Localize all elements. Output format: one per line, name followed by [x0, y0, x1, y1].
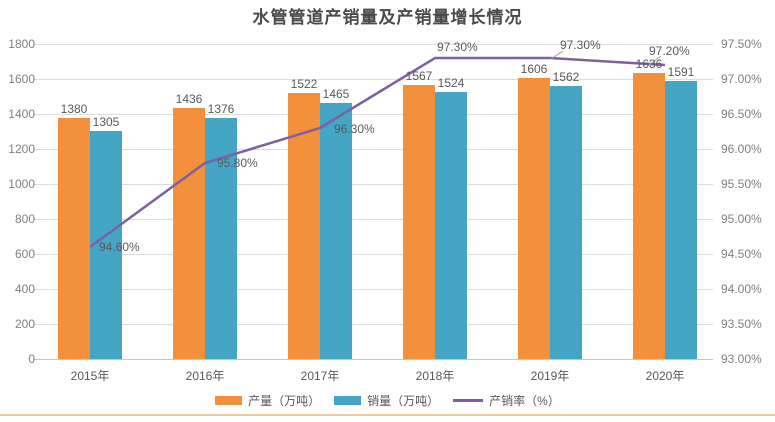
y-axis-tick-label: 1200 [8, 142, 35, 156]
legend-label: 产量（万吨） [248, 394, 321, 408]
y-axis-tick-label: 200 [14, 317, 35, 331]
sales-value-label: 1524 [437, 76, 465, 91]
x-axis-category-label: 2016年 [185, 369, 225, 383]
legend: 产量（万吨） 销量（万吨） 产销率（%） [0, 392, 775, 409]
y-axis-tick-label: 800 [14, 212, 35, 226]
rate-point-label: 96.30% [334, 122, 375, 136]
rate-point-label: 97.20% [649, 44, 690, 58]
sales-value-label: 1562 [552, 69, 580, 84]
legend-label: 产销率（%） [489, 394, 560, 408]
y-axis-tick-label: 600 [14, 247, 35, 261]
legend-item: 销量（万吨） [334, 392, 439, 409]
sales-volume-bar [665, 80, 697, 359]
y-axis-tick-label: 1600 [8, 72, 35, 86]
production-value-label: 1636 [635, 56, 663, 71]
legend-line-swatch [453, 399, 484, 402]
production-volume-bar [288, 92, 320, 359]
secondary-axis-tick-label: 97.00% [721, 72, 762, 86]
production-value-label: 1567 [405, 68, 433, 83]
production-volume-bar [173, 107, 205, 359]
grid-line [33, 253, 713, 255]
production-value-label: 1606 [520, 61, 548, 76]
sales-volume-bar [320, 102, 352, 359]
secondary-axis-tick-label: 96.00% [721, 142, 762, 156]
rate-point-label: 97.30% [437, 40, 478, 54]
production-value-label: 1522 [290, 76, 318, 91]
secondary-axis-tick-label: 94.00% [721, 282, 762, 296]
secondary-axis-tick-label: 97.50% [721, 37, 762, 51]
grid-line [33, 148, 713, 150]
sales-value-label: 1591 [667, 64, 695, 79]
sales-volume-bar [205, 118, 237, 359]
production-value-label: 1380 [60, 101, 88, 116]
rate-point-label: 95.80% [217, 156, 258, 170]
rate-point-label: 94.60% [99, 240, 140, 254]
sales-value-label: 1305 [92, 114, 120, 129]
x-axis-category-label: 2020年 [645, 369, 685, 383]
grid-line [33, 113, 713, 115]
y-axis-tick-label: 1400 [8, 107, 35, 121]
sales-value-label: 1376 [207, 102, 235, 117]
sales-value-label: 1465 [322, 86, 350, 101]
production-volume-bar [633, 72, 665, 359]
legend-item: 产量（万吨） [215, 392, 320, 409]
production-volume-bar [58, 117, 90, 359]
bottom-accent-line [0, 414, 775, 416]
y-axis-tick-label: 400 [14, 282, 35, 296]
grid-line [33, 43, 713, 45]
rate-point-label: 97.30% [560, 38, 601, 52]
x-axis-category-label: 2015年 [70, 369, 110, 383]
chart-title: 水管管道产销量及产销量增长情况 [252, 8, 523, 27]
secondary-axis-tick-label: 96.50% [721, 107, 762, 121]
secondary-axis-tick-label: 93.00% [721, 352, 762, 366]
legend-item: 产销率（%） [453, 392, 560, 409]
production-volume-bar [518, 77, 550, 359]
label-leader-line [550, 50, 564, 60]
x-axis-category-label: 2017年 [300, 369, 340, 383]
y-axis-tick-label: 0 [28, 352, 35, 366]
secondary-axis-tick-label: 94.50% [721, 247, 762, 261]
grid-line [33, 358, 713, 360]
y-axis-tick-label: 1800 [8, 37, 35, 51]
sales-volume-bar [435, 92, 467, 359]
legend-bar-swatch [215, 396, 243, 405]
secondary-axis-tick-label: 93.50% [721, 317, 762, 331]
grid-line [33, 78, 713, 80]
grid-line [33, 323, 713, 325]
grid-line [33, 183, 713, 185]
grid-line [33, 288, 713, 290]
production-value-label: 1436 [175, 91, 203, 106]
production-volume-bar [403, 84, 435, 359]
grid-line [33, 218, 713, 220]
legend-label: 销量（万吨） [367, 394, 440, 408]
legend-bar-swatch [334, 396, 362, 405]
x-axis-category-label: 2018年 [415, 369, 455, 383]
secondary-axis-tick-label: 95.00% [721, 212, 762, 226]
secondary-axis-tick-label: 95.50% [721, 177, 762, 191]
sales-volume-bar [550, 85, 582, 359]
x-axis-category-label: 2019年 [530, 369, 570, 383]
y-axis-tick-label: 1000 [8, 177, 35, 191]
